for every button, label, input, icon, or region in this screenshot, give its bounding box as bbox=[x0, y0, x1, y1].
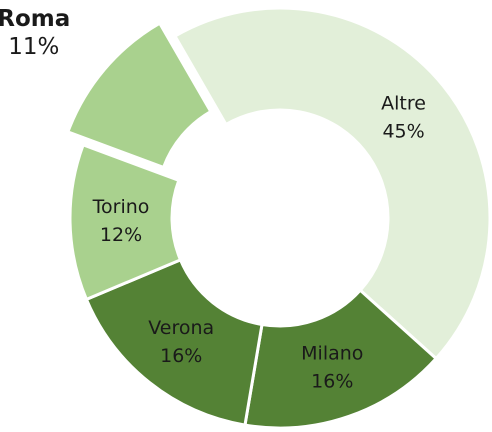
slice-value-label: 16% bbox=[311, 371, 353, 393]
slice-label: Verona bbox=[148, 317, 214, 339]
slice-value-label: 12% bbox=[100, 224, 142, 246]
slice-label: Roma bbox=[0, 6, 70, 32]
donut-slice bbox=[84, 257, 264, 427]
donut-slice bbox=[172, 6, 492, 361]
slice-value-label: 16% bbox=[160, 345, 202, 367]
slice-value-label: 45% bbox=[382, 120, 424, 142]
donut-slice bbox=[243, 288, 439, 430]
donut-slice bbox=[65, 21, 213, 170]
slice-label: Milano bbox=[301, 343, 363, 365]
slice-label: Altre bbox=[381, 92, 426, 114]
donut-slice bbox=[68, 142, 183, 302]
slice-label: Torino bbox=[92, 196, 150, 218]
slice-value-label: 11% bbox=[8, 34, 59, 60]
